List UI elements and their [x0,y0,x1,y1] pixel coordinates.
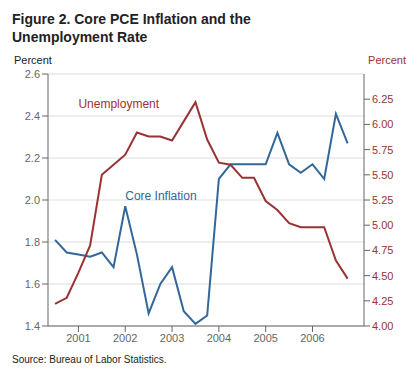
svg-text:Unemployment: Unemployment [78,97,159,111]
svg-text:2.2: 2.2 [25,152,40,164]
svg-text:6.25: 6.25 [372,93,393,105]
html-text:Percent: Percent [14,54,52,66]
svg-text:5.75: 5.75 [372,144,393,156]
svg-text:5.00: 5.00 [372,219,393,231]
svg-text:2004: 2004 [207,332,231,344]
svg-text:4.25: 4.25 [372,295,393,307]
svg-text:2005: 2005 [253,332,277,344]
svg-text:Core Inflation: Core Inflation [125,189,196,203]
html-text:Source: Bureau of Labor Statis: Source: Bureau of Labor Statistics. [12,354,167,365]
html-text:Figure 2. Core PCE Inflation a: Figure 2. Core PCE Inflation and the [12,11,251,27]
svg-text:4.50: 4.50 [372,270,393,282]
svg-text:1.6: 1.6 [25,278,40,290]
svg-text:1.4: 1.4 [25,320,40,332]
svg-text:2.0: 2.0 [25,194,40,206]
svg-text:5.50: 5.50 [372,169,393,181]
svg-text:6.00: 6.00 [372,118,393,130]
svg-text:4.00: 4.00 [372,320,393,332]
svg-text:1.8: 1.8 [25,236,40,248]
svg-text:4.75: 4.75 [372,244,393,256]
svg-text:2001: 2001 [66,332,90,344]
html-text:Unemployment Rate: Unemployment Rate [12,29,148,45]
svg-text:2003: 2003 [160,332,184,344]
svg-text:2.4: 2.4 [25,110,40,122]
svg-text:2002: 2002 [113,332,137,344]
svg-text:2.6: 2.6 [25,68,40,80]
svg-text:2006: 2006 [300,332,324,344]
svg-text:5.25: 5.25 [372,194,393,206]
html-text:Percent: Percent [368,54,406,66]
